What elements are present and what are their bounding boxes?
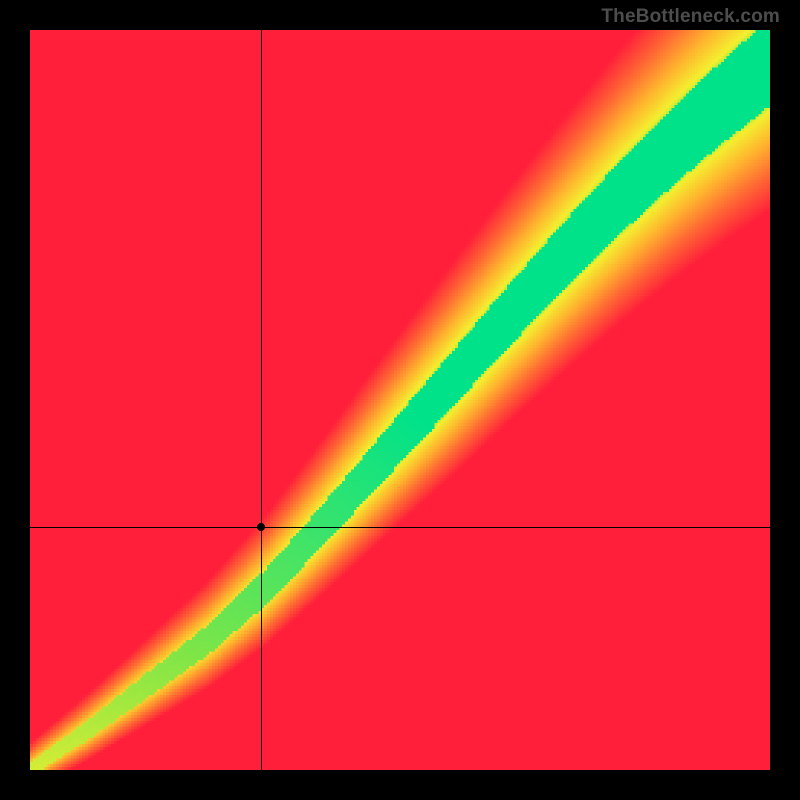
bottleneck-heatmap-figure: { "figure": { "type": "heatmap", "source…: [0, 0, 800, 800]
plot-area: [30, 30, 770, 770]
crosshair-vertical-line: [261, 30, 262, 770]
watermark-text: TheBottleneck.com: [601, 6, 780, 28]
heatmap-canvas: [30, 30, 770, 770]
crosshair-horizontal-line: [30, 527, 770, 528]
crosshair-marker-dot: [257, 523, 265, 531]
